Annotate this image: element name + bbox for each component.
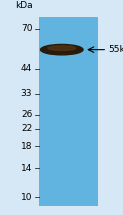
Ellipse shape	[48, 46, 76, 51]
Text: 55kDa: 55kDa	[108, 45, 123, 54]
Text: 70: 70	[21, 24, 32, 33]
Text: kDa: kDa	[15, 1, 32, 10]
Text: 26: 26	[21, 110, 32, 119]
Text: 14: 14	[21, 164, 32, 173]
Text: 18: 18	[21, 142, 32, 151]
Ellipse shape	[41, 45, 83, 55]
Text: 44: 44	[21, 64, 32, 74]
Text: 33: 33	[21, 89, 32, 98]
Text: 22: 22	[21, 124, 32, 134]
Text: 10: 10	[21, 193, 32, 202]
